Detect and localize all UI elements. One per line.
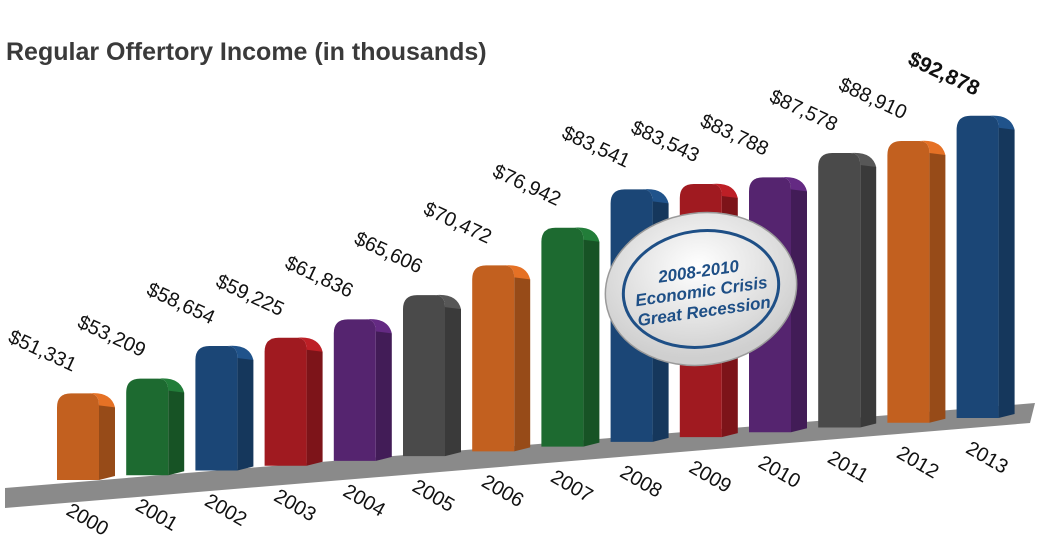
bar-cap-2004 bbox=[347, 319, 392, 334]
chart-title: Regular Offertory Income (in thousands) bbox=[6, 38, 487, 66]
value-label-2005: $65,606 bbox=[351, 228, 426, 278]
bar-2003 bbox=[264, 337, 307, 466]
tick-label-2005: 2005 bbox=[409, 475, 459, 516]
tick-label-2010: 2010 bbox=[755, 452, 805, 493]
value-label-2012: $88,910 bbox=[835, 74, 910, 124]
bar-2004 bbox=[333, 319, 376, 461]
bar-2007 bbox=[541, 227, 584, 447]
bar-cap-2003 bbox=[278, 337, 323, 352]
badge-disc bbox=[604, 211, 798, 367]
bar-side-2005 bbox=[445, 301, 461, 457]
bar-2013 bbox=[956, 115, 999, 418]
value-label-2002: $58,654 bbox=[143, 279, 218, 329]
bar-cap-2009 bbox=[693, 183, 738, 198]
tick-label-2008: 2008 bbox=[616, 461, 666, 502]
value-label-2009: $83,543 bbox=[628, 117, 703, 167]
bar-side-2002 bbox=[237, 351, 254, 471]
bar-side-2000 bbox=[99, 399, 115, 480]
bar-cap-2006 bbox=[486, 265, 531, 280]
bar-cap-2008 bbox=[624, 189, 669, 204]
bar-side-2001 bbox=[168, 384, 185, 476]
bar-side-2011 bbox=[860, 159, 877, 428]
value-label-2006: $70,472 bbox=[420, 198, 495, 248]
value-label-2001: $53,209 bbox=[74, 311, 149, 361]
tick-label-2001: 2001 bbox=[132, 495, 182, 536]
tick-label-2000: 2000 bbox=[63, 499, 113, 540]
bar-side-2003 bbox=[306, 343, 323, 466]
bar-side-2007 bbox=[583, 233, 600, 447]
badge-ring bbox=[621, 229, 781, 349]
value-label-2008: $83,541 bbox=[558, 122, 633, 172]
tick-label-2004: 2004 bbox=[339, 480, 389, 521]
value-label-2010: $83,788 bbox=[697, 110, 772, 160]
bar-2012 bbox=[887, 141, 930, 423]
tick-label-2003: 2003 bbox=[270, 485, 320, 526]
bar-cap-2013 bbox=[970, 115, 1015, 130]
bar-2005 bbox=[403, 295, 445, 457]
value-label-2011: $87,578 bbox=[766, 86, 841, 136]
tick-label-2012: 2012 bbox=[893, 442, 943, 483]
bar-2000 bbox=[57, 393, 99, 480]
tick-label-2011: 2011 bbox=[824, 447, 872, 488]
value-label-2000: $51,331 bbox=[5, 326, 80, 376]
value-label-2004: $61,836 bbox=[282, 252, 357, 302]
bar-cap-2001 bbox=[140, 378, 185, 393]
bar-cap-2010 bbox=[763, 177, 807, 192]
recession-badge: 2008-2010 Economic Crisis Great Recessio… bbox=[604, 211, 798, 367]
bar-side-2004 bbox=[375, 325, 392, 461]
bar-cap-2000 bbox=[71, 393, 115, 408]
bar-side-2013 bbox=[998, 121, 1015, 418]
bar-cap-2007 bbox=[555, 227, 600, 242]
bar-cap-2005 bbox=[417, 294, 461, 310]
bar-cap-2012 bbox=[901, 140, 946, 156]
bar-2002 bbox=[195, 345, 238, 471]
value-label-2003: $59,225 bbox=[212, 270, 287, 320]
tick-label-2002: 2002 bbox=[201, 490, 251, 531]
bar-cap-2011 bbox=[832, 152, 877, 168]
tick-label-2009: 2009 bbox=[685, 456, 735, 497]
value-label-2007: $76,942 bbox=[489, 160, 564, 210]
bar-2001 bbox=[126, 378, 169, 476]
bar-side-2006 bbox=[514, 271, 531, 452]
bar-cap-2002 bbox=[209, 345, 254, 360]
bar-side-2012 bbox=[929, 147, 946, 423]
bar-2011 bbox=[818, 153, 861, 428]
value-label-2013: $92,878 bbox=[904, 47, 983, 100]
tick-label-2007: 2007 bbox=[547, 466, 597, 507]
tick-label-2006: 2006 bbox=[478, 471, 528, 512]
bar-2006 bbox=[472, 265, 515, 452]
bar-side-2010 bbox=[791, 183, 807, 433]
tick-label-2013: 2013 bbox=[962, 437, 1012, 478]
